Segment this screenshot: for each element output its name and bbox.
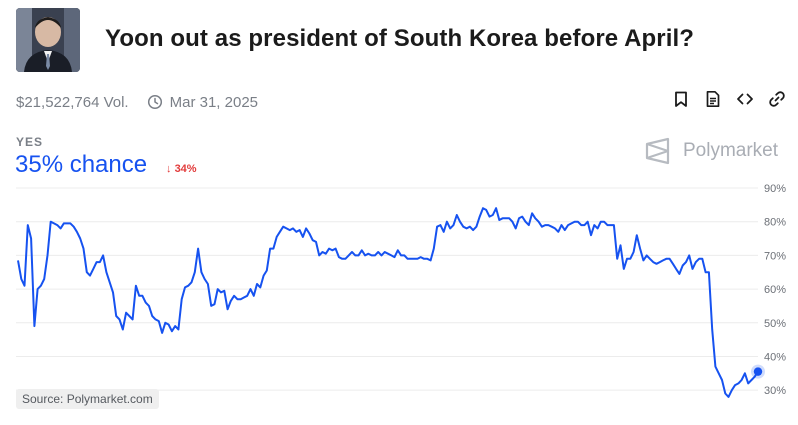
y-tick-label: 80% [764, 217, 786, 229]
link-icon [769, 91, 785, 107]
change-value: 34% [174, 163, 197, 175]
y-tick-label: 40% [764, 351, 786, 363]
price-series-line [17, 207, 759, 398]
y-tick-label: 60% [764, 284, 786, 296]
market-avatar [16, 8, 80, 72]
y-tick-label: 30% [764, 385, 786, 397]
document-button[interactable] [704, 90, 722, 108]
market-meta: $21,522,764 Vol. Mar 31, 2025 [16, 92, 258, 112]
polymarket-logo-icon [645, 137, 670, 165]
embed-button[interactable] [736, 90, 754, 108]
clock-icon [147, 94, 163, 110]
brand-name: Polymarket [683, 140, 779, 161]
chance-value: 35% chance [15, 151, 148, 178]
y-tick-label: 90% [764, 183, 786, 195]
chance-change: ↓ 34% [166, 163, 197, 175]
volume-text: $21,522,764 Vol. [16, 93, 129, 111]
y-tick-label: 70% [764, 250, 786, 262]
source-label: Source: Polymarket.com [16, 389, 159, 409]
market-title: Yoon out as president of South Korea bef… [105, 25, 695, 52]
end-date: Mar 31, 2025 [169, 93, 258, 111]
document-icon [706, 90, 720, 108]
y-tick-label: 50% [764, 318, 786, 330]
outcome-label: YES [16, 135, 44, 149]
polymarket-logo: Polymarket [643, 136, 778, 166]
person-photo [16, 8, 80, 72]
market-header: Yoon out as president of South Korea bef… [16, 8, 786, 72]
action-bar [672, 90, 786, 108]
copy-link-button[interactable] [768, 90, 786, 108]
embed-code-icon [737, 93, 753, 105]
price-chart[interactable]: 90% 80% 70% 60% 50% 40% 30% [0, 180, 798, 425]
arrow-down-icon: ↓ [166, 163, 172, 175]
bookmark-button[interactable] [672, 90, 690, 108]
bookmark-icon [675, 91, 687, 107]
current-point [753, 367, 763, 376]
